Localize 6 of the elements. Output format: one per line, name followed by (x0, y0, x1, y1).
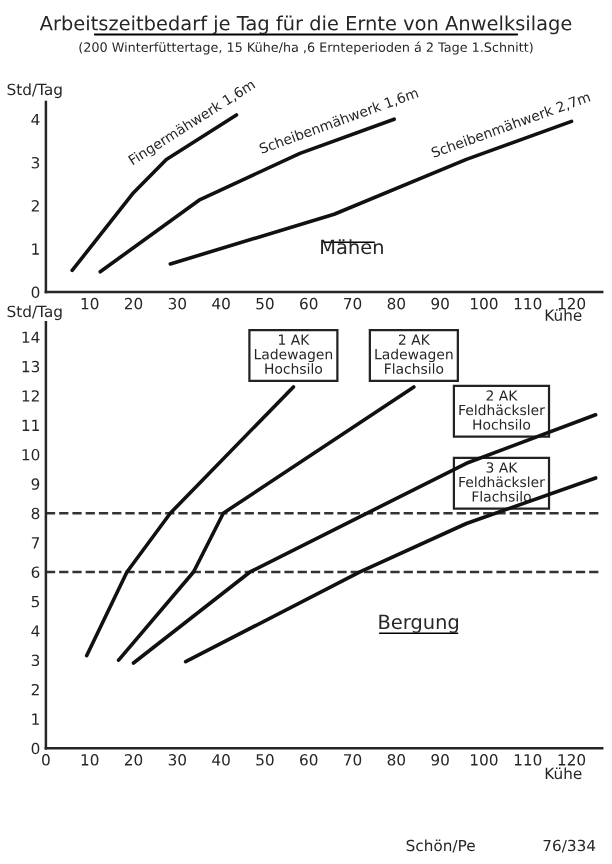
chart-title: Arbeitszeitbedarf je Tag für die Ernte von Anwelksilage (39, 15, 572, 35)
line-series (131, 413, 598, 665)
annotation: Mähen (321, 239, 383, 255)
line-series (183, 476, 598, 664)
line-series (84, 385, 296, 658)
annotation: Bergung (379, 614, 458, 633)
